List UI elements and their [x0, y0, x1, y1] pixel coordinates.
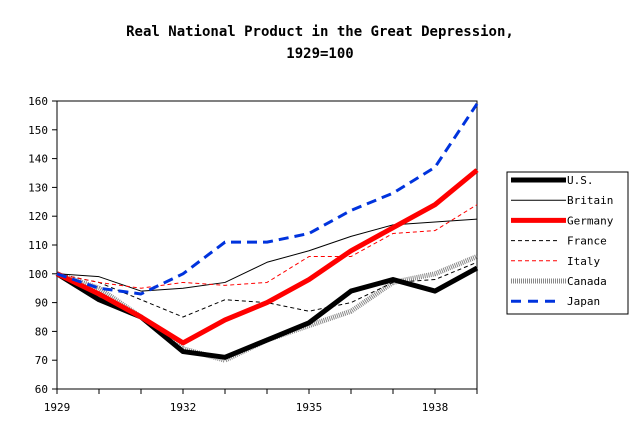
- y-tick-label: 140: [28, 153, 48, 166]
- y-tick-label: 110: [28, 239, 48, 252]
- legend-label: Britain: [567, 194, 613, 207]
- y-tick-label: 120: [28, 210, 48, 223]
- chart-subtitle: 1929=100: [286, 46, 353, 62]
- legend-label: Japan: [567, 295, 600, 308]
- chart-title: Real National Product in the Great Depre…: [126, 24, 514, 40]
- x-tick-label: 1935: [296, 401, 323, 414]
- x-tick-label: 1932: [170, 401, 197, 414]
- y-tick-label: 70: [35, 354, 48, 367]
- y-tick-label: 90: [35, 297, 48, 310]
- y-tick-label: 150: [28, 124, 48, 137]
- y-tick-label: 160: [28, 95, 48, 108]
- series-line-germany: [57, 170, 477, 343]
- legend: U.S. Britain Germany France Italy Canada Japan: [507, 172, 628, 314]
- x-tick-label: 1938: [422, 401, 449, 414]
- y-tick-label: 80: [35, 325, 48, 338]
- legend-label: U.S.: [567, 174, 594, 187]
- y-tick-label: 60: [35, 383, 48, 396]
- legend-label: Italy: [567, 255, 600, 268]
- x-tick-label: 1929: [44, 401, 71, 414]
- legend-label: Germany: [567, 214, 614, 227]
- legend-label: Canada: [567, 275, 607, 288]
- series-line-japan: [57, 104, 477, 294]
- y-tick-label: 100: [28, 268, 48, 281]
- plot-area: [57, 101, 477, 389]
- y-tick-label: 130: [28, 181, 48, 194]
- legend-label: France: [567, 235, 607, 248]
